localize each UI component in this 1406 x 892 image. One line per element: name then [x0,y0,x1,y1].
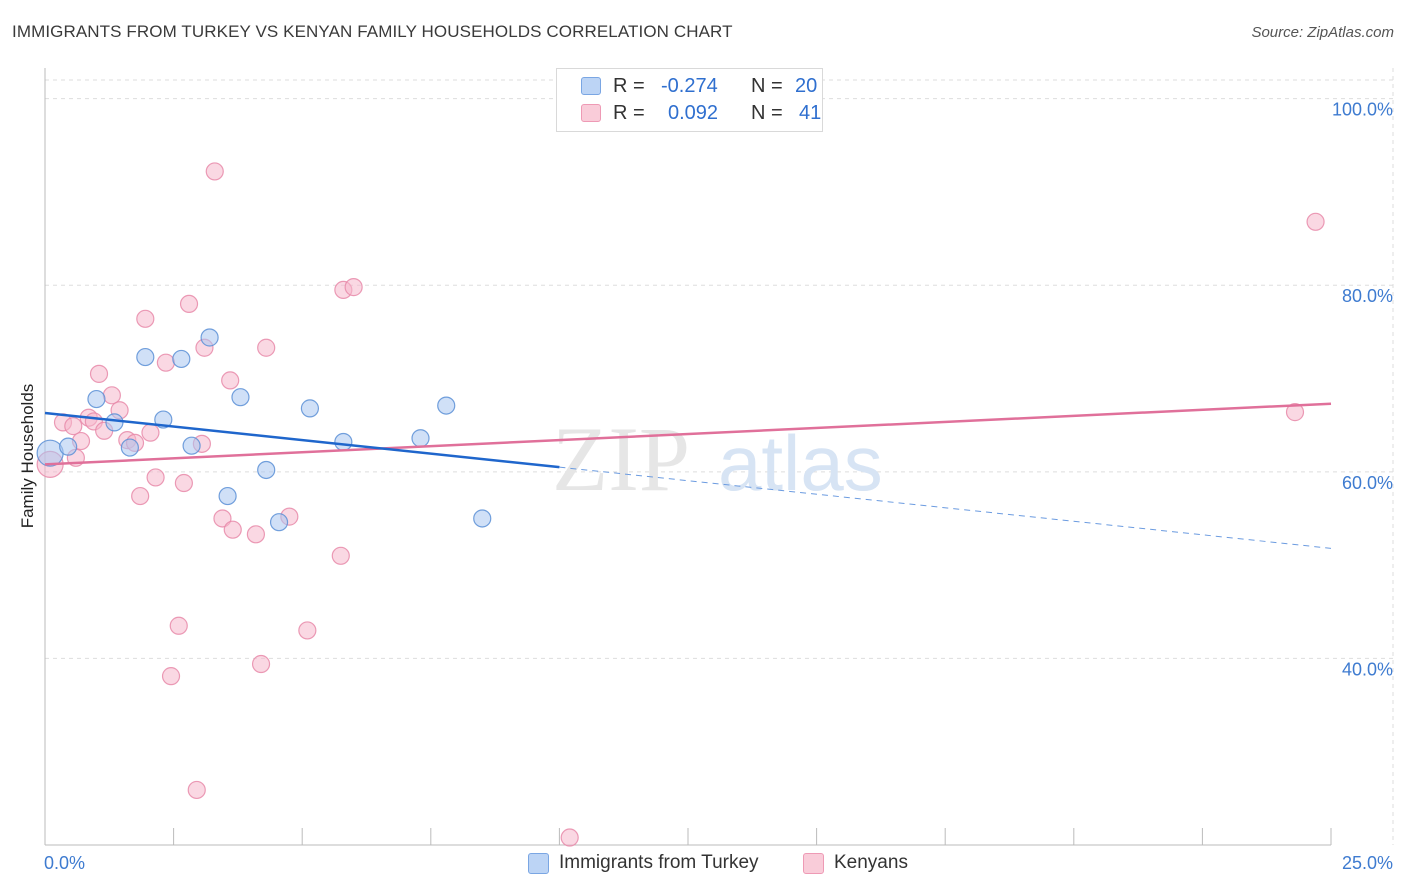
bottom-legend-turkey: Immigrants from Turkey [528,852,759,874]
trend-line-turkey-extension [559,466,1332,549]
data-point [179,294,199,314]
data-point [87,389,106,409]
legend-n-value-turkey: 20 [795,74,818,97]
x-tick-label: 0.0% [44,853,85,873]
data-point [136,347,155,367]
legend-swatch-kenyans [581,104,601,122]
trend-lines [44,402,1332,549]
data-point [1285,403,1305,422]
y-axis-label: Family Households [18,383,37,529]
y-tick-label: 100.0% [1332,100,1393,120]
x-tick-labels: 0.0% 25.0% [44,853,1393,873]
y-tick-label: 80.0% [1342,286,1393,306]
y-tick-labels: 40.0% 60.0% 80.0% 100.0% [1332,100,1393,680]
data-point [560,828,579,847]
data-point [300,399,320,418]
legend-row-turkey: R = -0.274 N = 20 [581,73,817,99]
data-point [221,371,240,390]
data-point [172,349,191,369]
data-point [120,438,139,457]
source-label: Source: ZipAtlas.com [1251,24,1394,41]
bottom-legend-swatch-kenyans [803,852,824,874]
data-point [36,439,64,467]
data-point [169,616,188,635]
trend-line-turkey [44,411,560,469]
data-point [146,468,165,487]
data-point [59,437,78,456]
data-point [437,396,456,415]
data-point [102,386,121,405]
legend-n-label: N = [751,74,783,97]
data-point [187,780,206,800]
stats-legend: R = -0.274 N = 20 R = 0.092 N = 41 [556,68,823,132]
watermark-zip: ZIP [552,408,690,510]
bottom-legend-label-turkey: Immigrants from Turkey [559,852,759,873]
data-point [182,436,201,455]
legend-r-label: R = [613,101,645,124]
bottom-legend-kenyans: Kenyans [803,852,908,874]
data-point [269,513,289,532]
data-point [89,364,109,383]
x-tick-label: 25.0% [1342,853,1393,873]
data-point [174,473,193,493]
bottom-legend-swatch-turkey [528,852,549,874]
data-point [223,520,242,539]
data-point [334,432,353,452]
legend-r-label: R = [613,74,645,97]
y-tick-label: 40.0% [1342,659,1393,679]
y-tick-label: 60.0% [1342,473,1393,493]
data-point [64,417,83,436]
data-point [411,429,430,448]
legend-swatch-turkey [581,77,601,95]
data-point [251,654,271,674]
data-point [131,486,150,506]
data-point [257,460,276,480]
turkey-points [36,328,492,532]
legend-r-value-turkey: -0.274 [661,74,718,97]
legend-n-value-kenyans: 41 [799,101,822,124]
data-point [246,525,266,544]
data-point [105,413,124,432]
data-point [257,338,276,357]
data-point [200,328,219,347]
watermark: ZIP atlas [552,408,883,510]
data-point [298,621,317,640]
trend-line-kenyans [44,402,1332,466]
data-point [141,423,160,442]
data-point [161,667,181,686]
data-point [205,162,224,181]
data-point [136,309,155,328]
data-point [344,278,363,297]
legend-row-kenyans: R = 0.092 N = 41 [581,100,821,126]
data-point [473,509,492,528]
bottom-legend-label-kenyans: Kenyans [834,852,908,873]
legend-r-value-kenyans: 0.092 [668,101,719,124]
legend-n-label: N = [751,101,783,124]
chart-title: IMMIGRANTS FROM TURKEY VS KENYAN FAMILY … [12,22,733,41]
data-point [218,486,237,506]
data-point [156,353,175,372]
data-point [1306,212,1325,231]
data-point [213,509,232,528]
data-point [331,546,350,565]
data-point [231,388,250,407]
